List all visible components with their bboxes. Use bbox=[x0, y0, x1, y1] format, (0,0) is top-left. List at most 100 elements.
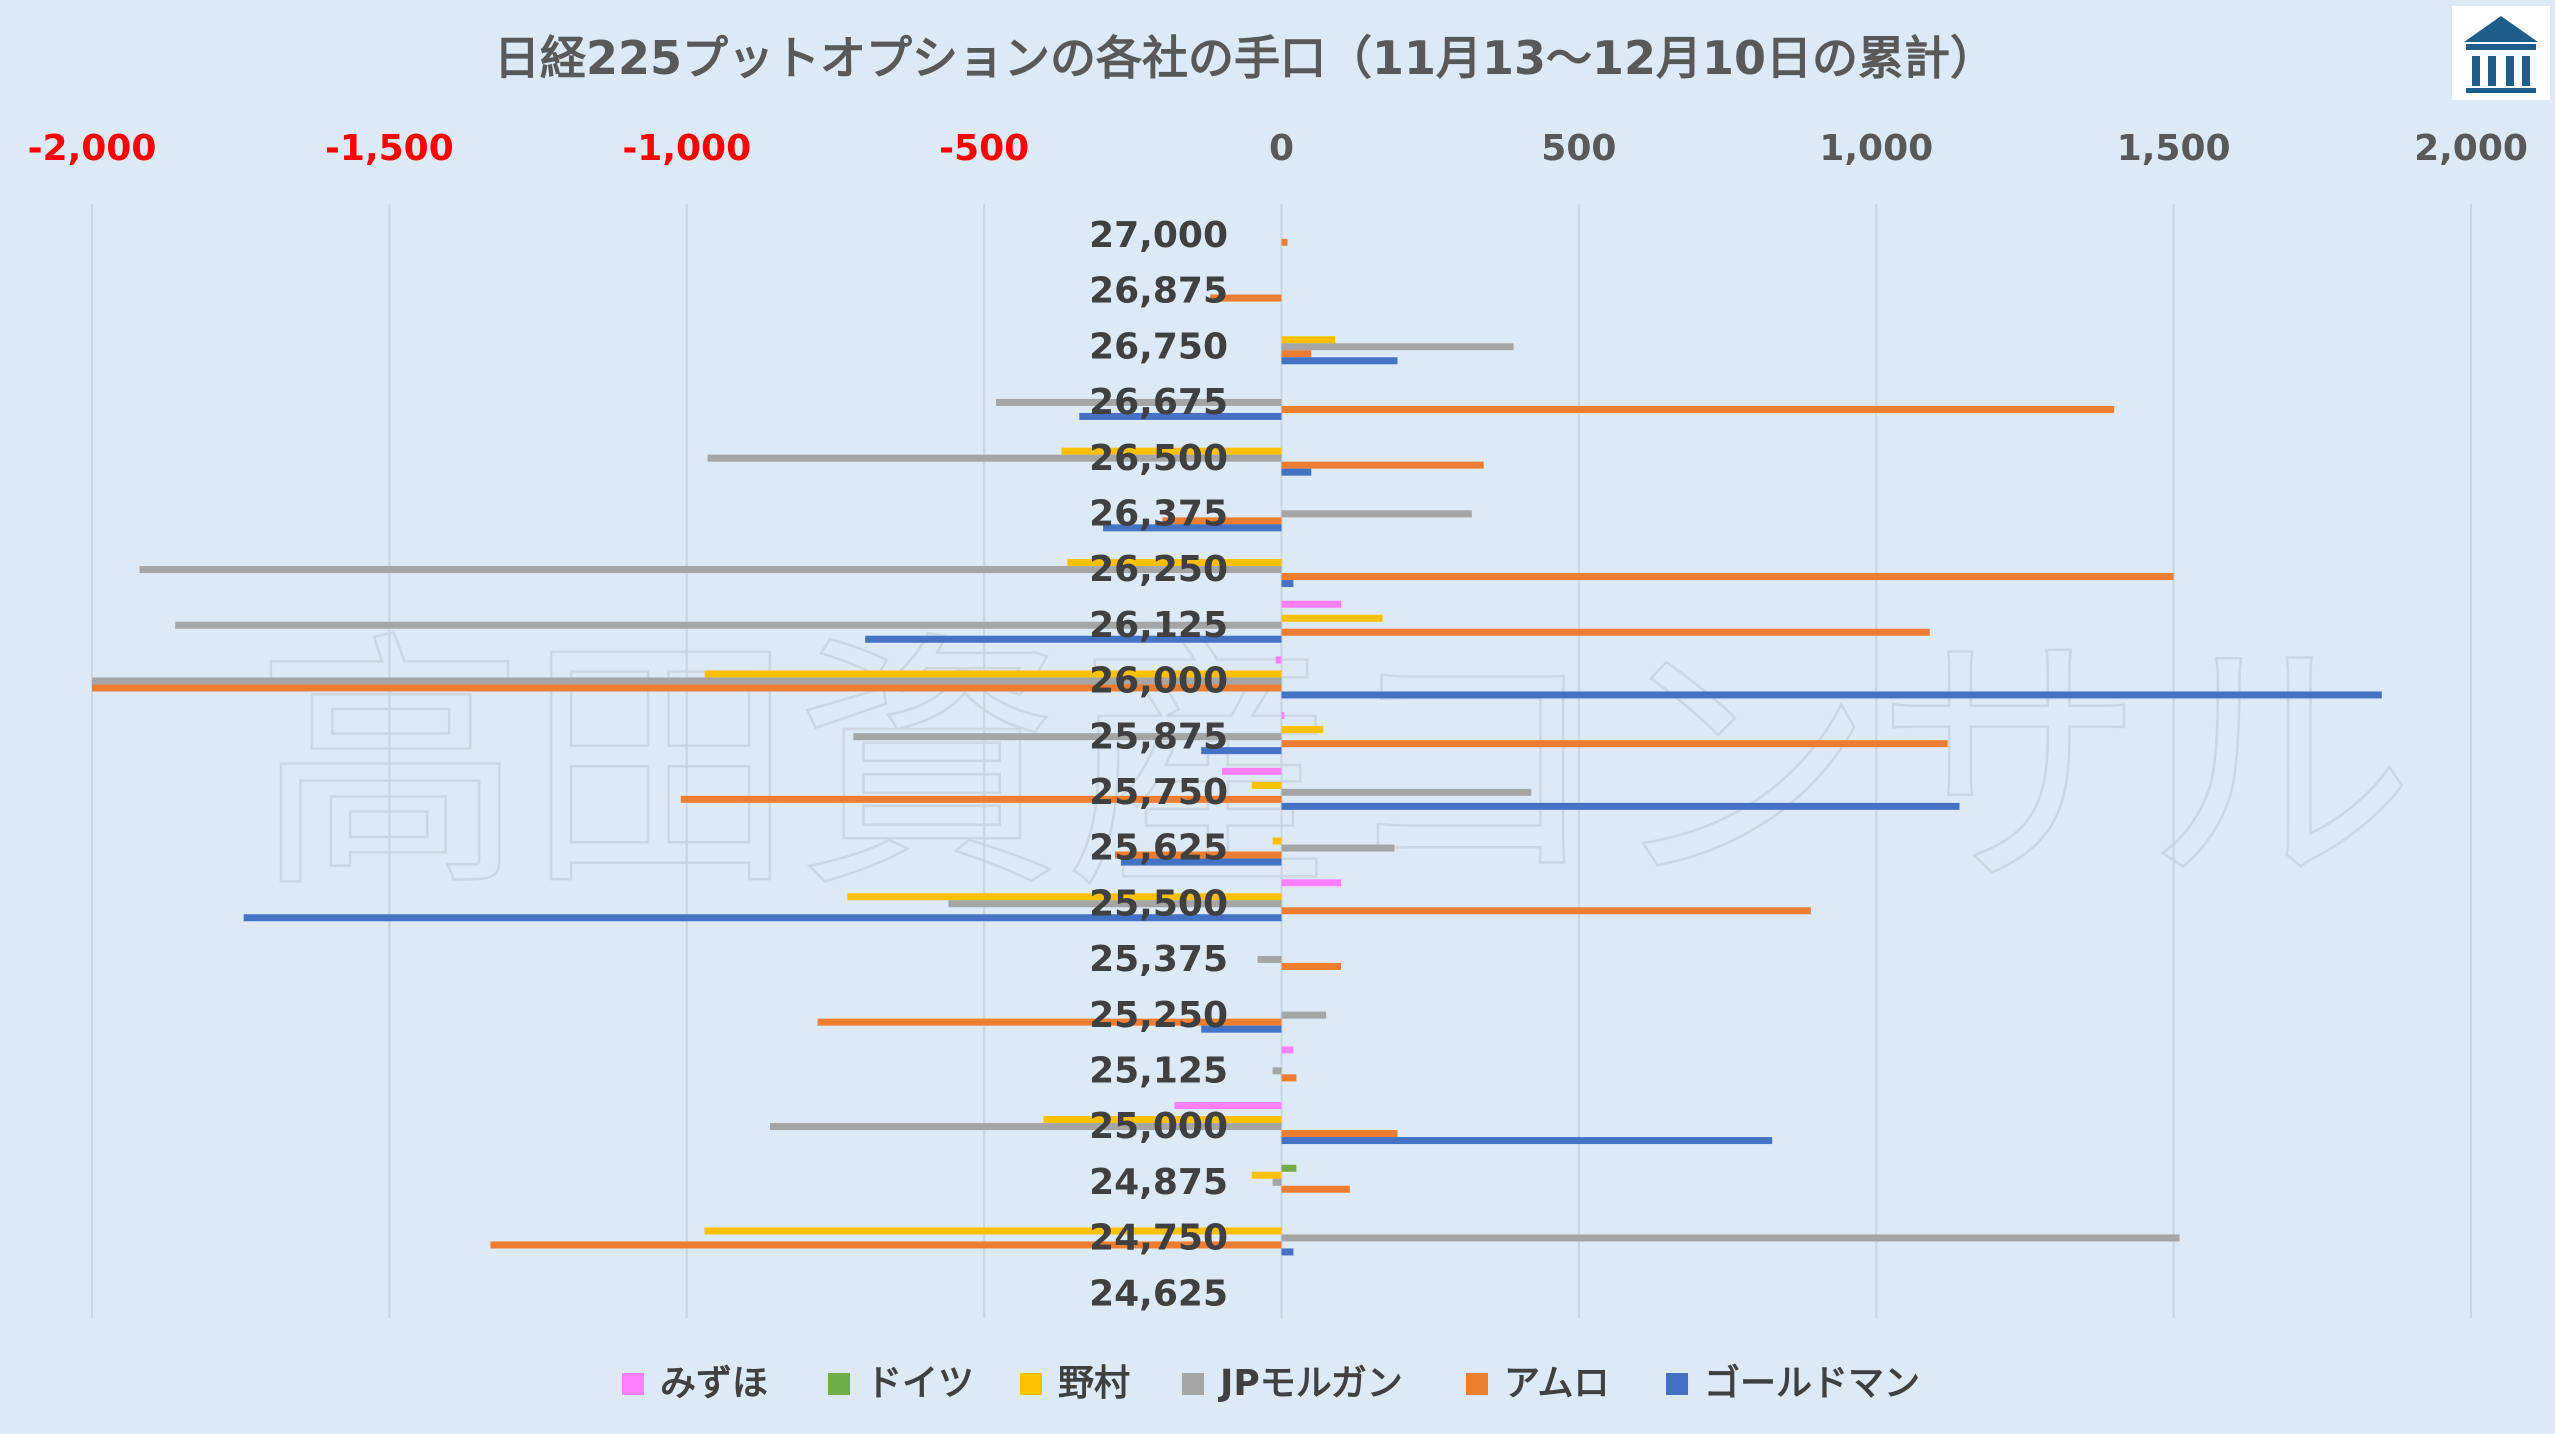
bar bbox=[1281, 238, 1288, 246]
x-tick-label: 0 bbox=[1269, 128, 1294, 169]
bar bbox=[1201, 1025, 1282, 1033]
bar bbox=[1281, 336, 1336, 344]
bar bbox=[1281, 573, 2174, 581]
bar bbox=[1079, 412, 1282, 420]
category-label: 25,125 bbox=[1089, 1051, 1228, 1092]
bar bbox=[1281, 357, 1398, 365]
bar bbox=[707, 454, 1282, 462]
x-tick-label: -2,000 bbox=[28, 128, 157, 169]
bar bbox=[1281, 614, 1383, 622]
category-label: 27,000 bbox=[1089, 215, 1228, 256]
bar bbox=[1281, 1011, 1327, 1019]
bar bbox=[92, 684, 1282, 692]
category-label: 26,675 bbox=[1089, 382, 1228, 423]
bar bbox=[490, 1241, 1282, 1249]
category-labels: 27,000 26,875 26,750 26,675 26,500 26,375 26,2… bbox=[1089, 215, 1228, 1314]
category-label: 25,500 bbox=[1089, 883, 1228, 924]
x-tick-label: 1,000 bbox=[1819, 128, 1933, 169]
bar bbox=[1281, 1248, 1294, 1256]
category-label: 26,500 bbox=[1089, 438, 1228, 479]
x-tick-label: -1,500 bbox=[325, 128, 454, 169]
bar bbox=[1201, 747, 1282, 755]
x-tick-label: 2,000 bbox=[2414, 128, 2528, 169]
legend-swatch bbox=[1466, 1373, 1488, 1395]
category-label: 25,625 bbox=[1089, 828, 1228, 869]
bar bbox=[1257, 955, 1282, 963]
legend-swatch bbox=[828, 1373, 850, 1395]
bar bbox=[1067, 559, 1282, 567]
x-axis-ticks: -2,000 -1,500 -1,000 -500 0 500 1,000 1,500 2,00… bbox=[28, 128, 2528, 169]
category-label: 25,375 bbox=[1089, 939, 1228, 980]
legend-label: ゴールドマン bbox=[1704, 1362, 1920, 1404]
bar bbox=[1272, 1178, 1282, 1186]
category-label: 24,875 bbox=[1089, 1162, 1228, 1203]
bar bbox=[1281, 510, 1472, 518]
legend-label: JPモルガン bbox=[1217, 1363, 1403, 1404]
bar bbox=[92, 677, 1282, 685]
bar bbox=[1272, 1067, 1282, 1075]
category-label: 26,875 bbox=[1089, 271, 1228, 312]
bar bbox=[847, 893, 1282, 901]
legend-swatch bbox=[1020, 1373, 1042, 1395]
bar bbox=[1281, 1130, 1398, 1138]
bar bbox=[1281, 802, 1960, 810]
bar bbox=[1120, 858, 1282, 866]
legend-label: みずほ bbox=[660, 1363, 768, 1404]
legend-swatch bbox=[1182, 1373, 1204, 1395]
bar bbox=[243, 914, 1282, 922]
bar bbox=[1061, 447, 1282, 455]
legend-label: 野村 bbox=[1058, 1363, 1130, 1404]
category-label: 25,875 bbox=[1089, 716, 1228, 757]
bar bbox=[996, 398, 1282, 406]
bar bbox=[704, 670, 1282, 678]
bar bbox=[1251, 781, 1282, 789]
legend: みずほ ドイツ 野村 JPモルガン アムロ ゴールドマン bbox=[622, 1362, 1920, 1404]
bar bbox=[1174, 1102, 1282, 1110]
category-label: 26,250 bbox=[1089, 549, 1228, 590]
category-label: 26,750 bbox=[1089, 326, 1228, 367]
bar bbox=[1281, 1234, 2180, 1242]
bar bbox=[1281, 580, 1294, 588]
bar bbox=[1043, 1116, 1282, 1124]
bar bbox=[1281, 468, 1312, 476]
bar bbox=[139, 566, 1282, 574]
bar bbox=[1103, 524, 1282, 532]
bar bbox=[1281, 844, 1395, 852]
category-label: 24,750 bbox=[1089, 1218, 1228, 1259]
bar bbox=[1281, 600, 1341, 608]
bar bbox=[1281, 907, 1811, 915]
bars bbox=[92, 238, 2382, 1256]
bar bbox=[1281, 726, 1324, 734]
bar bbox=[1275, 656, 1282, 664]
bar bbox=[175, 621, 1282, 629]
bar bbox=[1210, 294, 1282, 302]
bar bbox=[1281, 788, 1532, 796]
bar bbox=[1281, 461, 1484, 469]
bar bbox=[1281, 1137, 1773, 1145]
bar bbox=[1281, 1185, 1350, 1193]
bar bbox=[853, 733, 1282, 741]
bar bbox=[1281, 740, 1948, 748]
bar bbox=[680, 795, 1282, 803]
x-tick-label: -500 bbox=[939, 128, 1029, 169]
x-tick-label: -1,000 bbox=[622, 128, 751, 169]
legend-label: ドイツ bbox=[866, 1363, 974, 1404]
category-label: 26,125 bbox=[1089, 605, 1228, 646]
bar bbox=[1281, 1164, 1297, 1172]
bar bbox=[1281, 962, 1341, 970]
category-label: 26,375 bbox=[1089, 494, 1228, 535]
x-tick-label: 1,500 bbox=[2117, 128, 2231, 169]
bar bbox=[948, 900, 1282, 908]
category-label: 24,625 bbox=[1089, 1273, 1228, 1314]
bar bbox=[1281, 405, 2115, 413]
bar bbox=[1281, 691, 2382, 699]
bar bbox=[704, 1227, 1282, 1235]
category-label: 25,250 bbox=[1089, 995, 1228, 1036]
bar bbox=[1272, 837, 1282, 845]
bar bbox=[1114, 851, 1282, 859]
category-label: 26,000 bbox=[1089, 661, 1228, 702]
watermark-text: 高田資産コンサル bbox=[255, 609, 2415, 924]
company-logo bbox=[2452, 6, 2550, 100]
bar bbox=[865, 635, 1282, 643]
